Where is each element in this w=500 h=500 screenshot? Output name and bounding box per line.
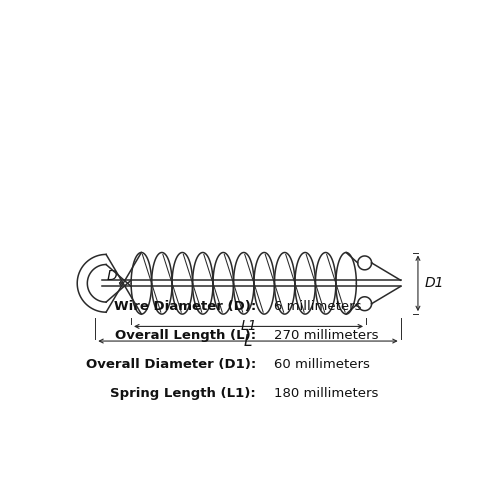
Text: D1: D1 xyxy=(425,276,444,290)
Text: Spring Length (L1):: Spring Length (L1): xyxy=(110,386,256,400)
Text: 6 millimeters: 6 millimeters xyxy=(274,300,361,313)
Text: 60 millimeters: 60 millimeters xyxy=(274,358,370,370)
Text: L1: L1 xyxy=(240,318,257,332)
Text: Wire Diameter (D):: Wire Diameter (D): xyxy=(114,300,256,313)
Text: 270 millimeters: 270 millimeters xyxy=(274,329,378,342)
Text: D: D xyxy=(106,268,117,282)
Text: L: L xyxy=(244,334,252,349)
Text: Overall Length (L):: Overall Length (L): xyxy=(115,329,256,342)
Text: Overall Diameter (D1):: Overall Diameter (D1): xyxy=(86,358,256,370)
Text: 180 millimeters: 180 millimeters xyxy=(274,386,378,400)
